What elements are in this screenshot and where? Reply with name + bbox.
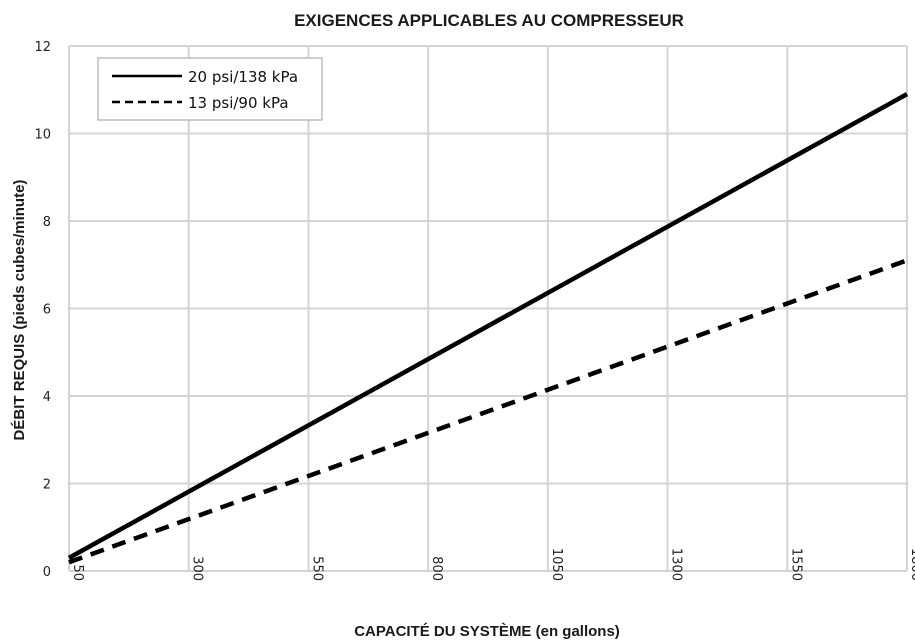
x-tick-label: 1800: [908, 548, 915, 581]
y-tick-label: 8: [43, 215, 51, 230]
x-tick-label: 1050: [549, 548, 564, 581]
x-tick-label: 800: [429, 556, 444, 581]
y-axis-title: DÉBIT REQUIS (pieds cubes/minute): [11, 180, 28, 441]
y-tick-label: 6: [43, 303, 51, 318]
x-tick-label: 300: [190, 556, 205, 581]
y-tick-label: 12: [34, 40, 51, 55]
series-lines: [67, 92, 909, 565]
legend-box: [97, 57, 323, 121]
y-tick-label: 4: [43, 390, 51, 405]
y-tick-label: 2: [43, 478, 51, 493]
legend-label-20-psi: 20 psi/138 kPa: [188, 68, 298, 86]
x-tick-label: 550: [309, 556, 324, 581]
x-tick-label: 1300: [669, 548, 684, 581]
y-tick-label: 10: [34, 128, 51, 143]
chart-title: EXIGENCES APPLICABLES AU COMPRESSEUR: [294, 11, 684, 30]
series-line-20-psi: [67, 92, 909, 560]
x-axis-title: CAPACITÉ DU SYSTÈME (en gallons): [354, 623, 620, 640]
x-tick-label: 50: [70, 564, 85, 581]
legend: 20 psi/138 kPa 13 psi/90 kPa: [97, 57, 323, 121]
grid: [68, 45, 908, 572]
y-tick-label: 0: [43, 565, 51, 580]
series-line-13-psi: [68, 258, 908, 565]
tick-labels: 0 2 4 6 8 10 12 50 300 550 800 1050 1300 1550 1800: [34, 40, 915, 581]
x-tick-label: 1550: [788, 548, 803, 581]
legend-label-13-psi: 13 psi/90 kPa: [188, 94, 289, 112]
